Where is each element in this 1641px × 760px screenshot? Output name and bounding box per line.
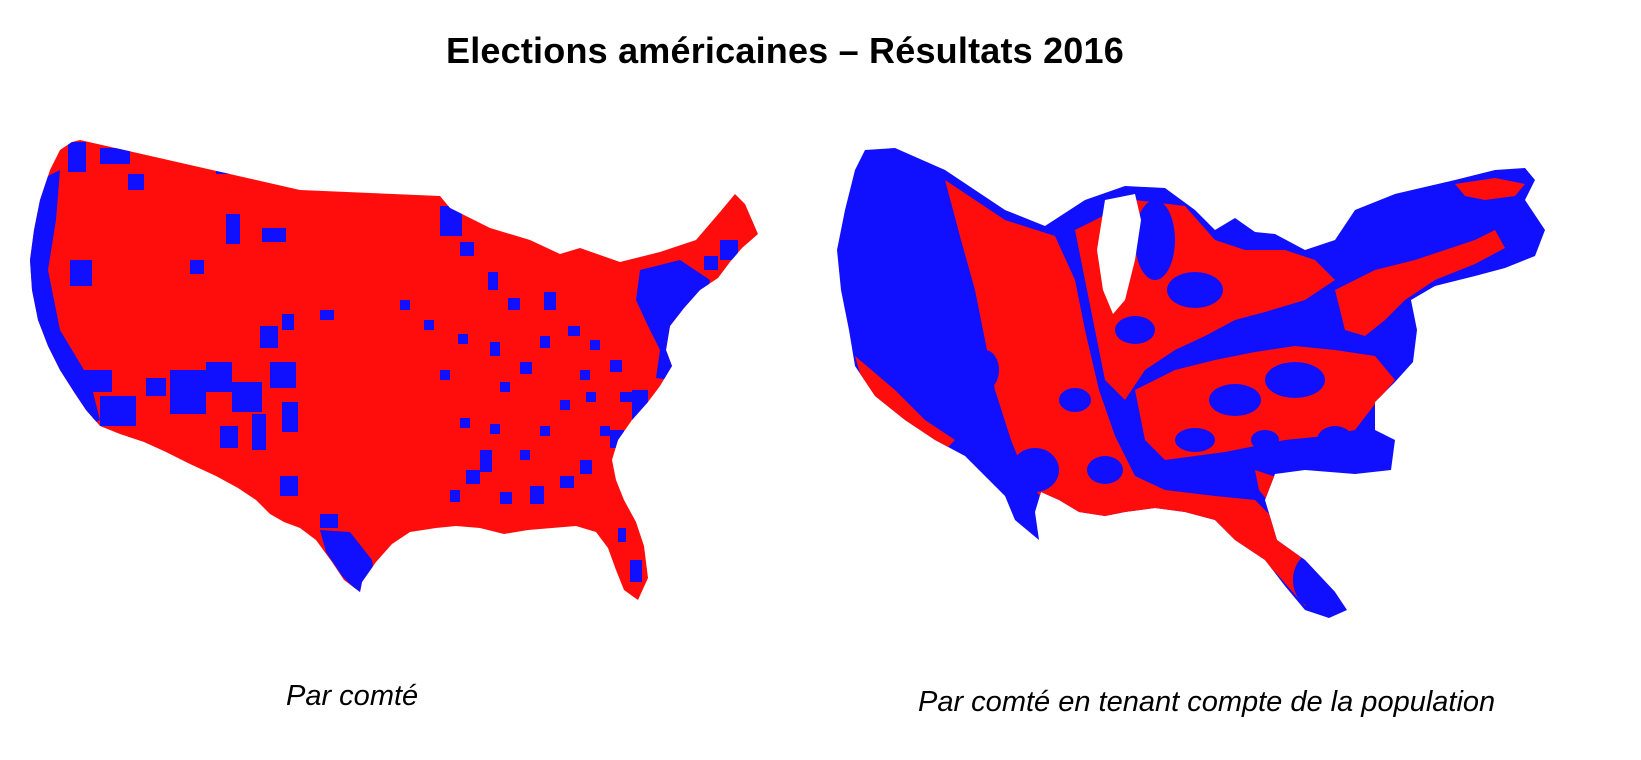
county-map-body: [30, 140, 758, 600]
page-title: Elections américaines – Résultats 2016: [446, 30, 1124, 71]
left-map-caption: Par comté: [286, 680, 419, 712]
county-results-map: [30, 140, 758, 600]
population-cartogram-map: [837, 148, 1545, 618]
republican-area: [30, 140, 758, 600]
democrat-urban-blobs: [971, 200, 1353, 608]
cartogram-body: [837, 148, 1545, 618]
right-map-caption: Par comté en tenant compte de la populat…: [918, 686, 1496, 718]
lake-michigan: [1097, 194, 1141, 314]
